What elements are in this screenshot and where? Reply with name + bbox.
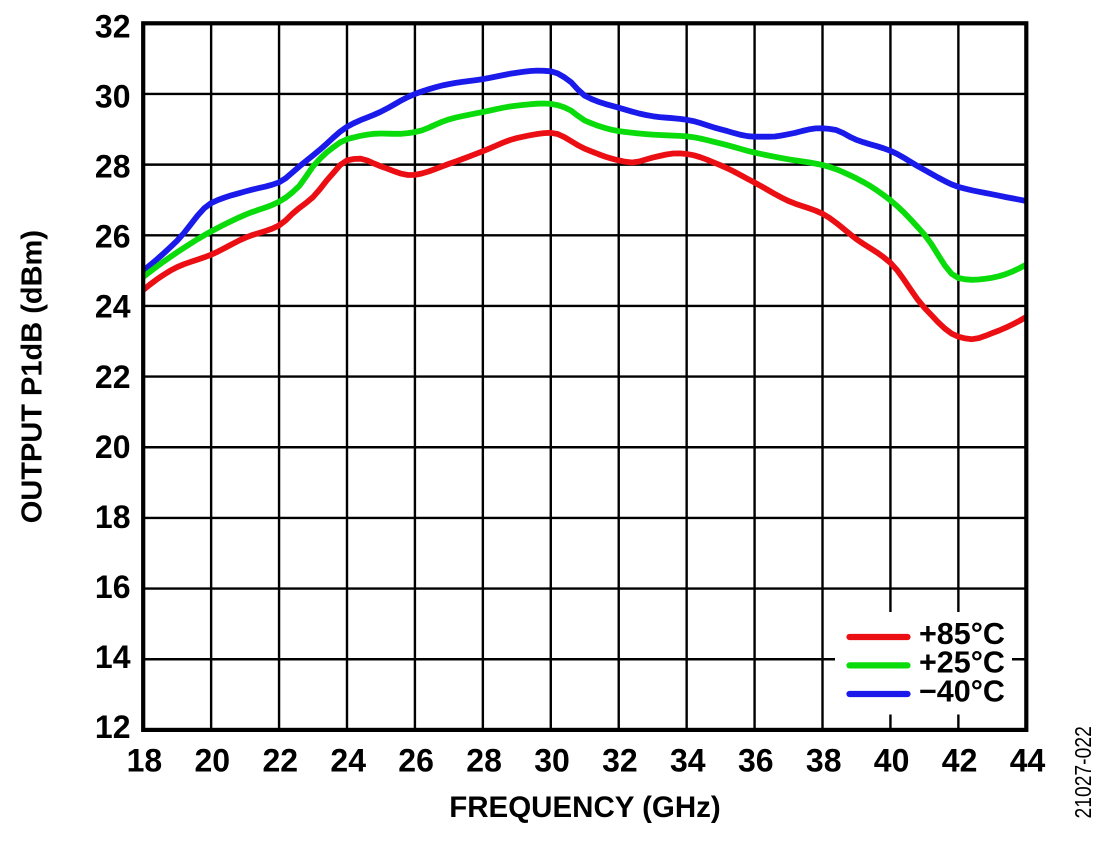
svg-text:34: 34 xyxy=(670,742,706,778)
svg-text:−40°C: −40°C xyxy=(919,674,1005,708)
svg-text:26: 26 xyxy=(398,742,434,778)
svg-text:22: 22 xyxy=(263,742,299,778)
svg-text:36: 36 xyxy=(738,742,774,778)
svg-text:38: 38 xyxy=(806,742,842,778)
svg-text:12: 12 xyxy=(95,709,131,745)
svg-text:20: 20 xyxy=(195,742,231,778)
svg-text:24: 24 xyxy=(95,289,131,325)
svg-text:42: 42 xyxy=(942,742,978,778)
svg-text:16: 16 xyxy=(95,569,131,605)
svg-text:40: 40 xyxy=(874,742,910,778)
svg-text:20: 20 xyxy=(95,429,131,465)
svg-text:18: 18 xyxy=(127,742,163,778)
svg-text:+25°C: +25°C xyxy=(919,646,1005,680)
svg-text:32: 32 xyxy=(602,742,638,778)
svg-text:FREQUENCY (GHz): FREQUENCY (GHz) xyxy=(449,791,721,824)
svg-text:OUTPUT P1dB (dBm): OUTPUT P1dB (dBm) xyxy=(17,230,49,523)
svg-text:18: 18 xyxy=(95,499,131,535)
svg-text:30: 30 xyxy=(95,79,131,115)
svg-text:14: 14 xyxy=(95,639,131,675)
svg-text:24: 24 xyxy=(330,742,366,778)
svg-text:21027-022: 21027-022 xyxy=(1072,726,1097,818)
svg-text:22: 22 xyxy=(95,359,131,395)
svg-text:30: 30 xyxy=(534,742,570,778)
svg-text:28: 28 xyxy=(95,149,131,185)
svg-text:+85°C: +85°C xyxy=(919,617,1005,651)
svg-text:32: 32 xyxy=(95,9,131,45)
svg-text:28: 28 xyxy=(466,742,502,778)
svg-text:26: 26 xyxy=(95,219,131,255)
svg-text:44: 44 xyxy=(1010,742,1046,778)
